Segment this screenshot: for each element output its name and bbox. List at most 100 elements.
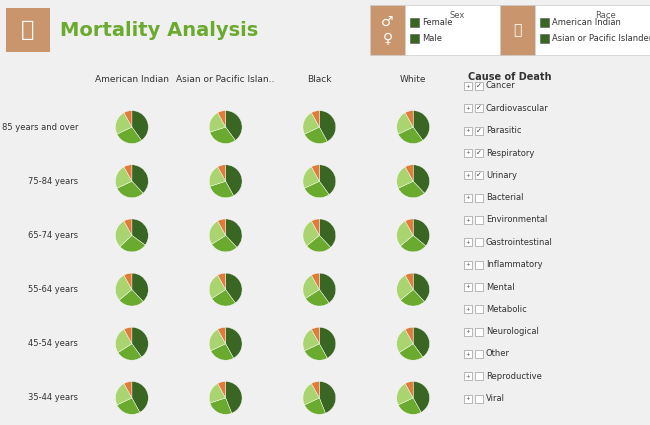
Wedge shape	[117, 181, 143, 198]
Wedge shape	[226, 327, 242, 358]
Wedge shape	[405, 165, 413, 181]
Wedge shape	[319, 219, 336, 247]
Wedge shape	[218, 382, 226, 398]
Wedge shape	[396, 329, 413, 353]
Wedge shape	[413, 327, 430, 357]
Wedge shape	[226, 219, 242, 247]
Text: Mental: Mental	[486, 283, 515, 292]
Wedge shape	[405, 110, 413, 127]
Bar	[464, 82, 472, 90]
Text: 👥: 👥	[514, 23, 522, 37]
Text: +: +	[465, 218, 471, 223]
Bar	[464, 328, 472, 336]
Wedge shape	[116, 113, 132, 134]
Wedge shape	[319, 273, 336, 303]
Wedge shape	[116, 329, 132, 353]
Text: Reproductive: Reproductive	[486, 372, 542, 381]
Wedge shape	[303, 275, 319, 298]
Bar	[464, 149, 472, 157]
Bar	[540, 34, 549, 43]
Wedge shape	[396, 221, 413, 246]
Bar	[464, 283, 472, 291]
Text: 75-84 years: 75-84 years	[28, 177, 78, 186]
Wedge shape	[319, 382, 336, 413]
Text: ✋: ✋	[21, 20, 34, 40]
Wedge shape	[120, 235, 145, 252]
Bar	[6, 8, 50, 52]
Wedge shape	[209, 221, 226, 244]
Text: Urinary: Urinary	[486, 171, 517, 180]
Bar	[475, 395, 483, 402]
Wedge shape	[413, 382, 430, 412]
Wedge shape	[396, 113, 413, 134]
Wedge shape	[413, 273, 430, 302]
Wedge shape	[400, 235, 426, 252]
Text: +: +	[465, 195, 471, 200]
Bar	[464, 305, 472, 313]
Wedge shape	[405, 327, 413, 344]
Wedge shape	[311, 273, 319, 289]
Text: Viral: Viral	[486, 394, 505, 403]
Text: +: +	[465, 173, 471, 178]
Wedge shape	[209, 275, 226, 298]
Text: Race: Race	[595, 11, 616, 20]
Wedge shape	[209, 167, 226, 186]
Wedge shape	[399, 344, 422, 360]
Wedge shape	[132, 110, 148, 140]
Wedge shape	[306, 289, 329, 306]
Wedge shape	[304, 181, 329, 198]
Text: ✓: ✓	[476, 172, 482, 178]
Text: Neurological: Neurological	[486, 327, 539, 336]
Bar	[475, 82, 483, 90]
Text: Gastrointestinal: Gastrointestinal	[486, 238, 553, 247]
Wedge shape	[132, 382, 148, 412]
Text: 55-64 years: 55-64 years	[28, 285, 78, 294]
Bar	[475, 283, 483, 291]
Wedge shape	[319, 110, 336, 142]
Wedge shape	[311, 382, 319, 398]
Bar	[475, 238, 483, 246]
Wedge shape	[303, 383, 319, 405]
Text: Mortality Analysis: Mortality Analysis	[60, 20, 258, 40]
Bar	[410, 18, 419, 27]
Wedge shape	[413, 165, 430, 193]
Text: ✓: ✓	[476, 150, 482, 156]
Wedge shape	[132, 273, 148, 302]
Text: Inflammatory: Inflammatory	[486, 260, 543, 269]
Bar	[464, 104, 472, 112]
Bar	[475, 194, 483, 202]
Bar	[500, 5, 535, 55]
Bar	[464, 372, 472, 380]
Text: Cause of Death: Cause of Death	[468, 72, 551, 82]
Bar	[475, 149, 483, 157]
Wedge shape	[210, 127, 235, 144]
Text: Asian or Pacific Islander: Asian or Pacific Islander	[552, 34, 650, 43]
Bar	[475, 305, 483, 313]
Wedge shape	[209, 329, 226, 351]
Wedge shape	[398, 127, 422, 144]
Wedge shape	[311, 165, 319, 181]
Wedge shape	[304, 398, 326, 414]
Wedge shape	[311, 327, 319, 344]
Wedge shape	[303, 167, 319, 188]
Bar	[475, 104, 483, 112]
Text: Male: Male	[422, 34, 442, 43]
Wedge shape	[413, 110, 430, 140]
Text: Environmental: Environmental	[486, 215, 547, 224]
Wedge shape	[413, 219, 430, 246]
Wedge shape	[117, 398, 140, 414]
Wedge shape	[132, 327, 148, 357]
Bar	[475, 127, 483, 135]
Bar	[475, 328, 483, 336]
Wedge shape	[303, 329, 319, 351]
Bar	[464, 261, 472, 269]
Text: Black: Black	[307, 76, 332, 85]
Wedge shape	[304, 344, 328, 360]
Wedge shape	[319, 165, 336, 195]
Wedge shape	[117, 127, 142, 144]
Wedge shape	[210, 181, 233, 198]
Text: ✓: ✓	[476, 128, 482, 134]
Wedge shape	[124, 110, 132, 127]
Text: +: +	[465, 284, 471, 289]
Text: 45-54 years: 45-54 years	[29, 339, 78, 348]
